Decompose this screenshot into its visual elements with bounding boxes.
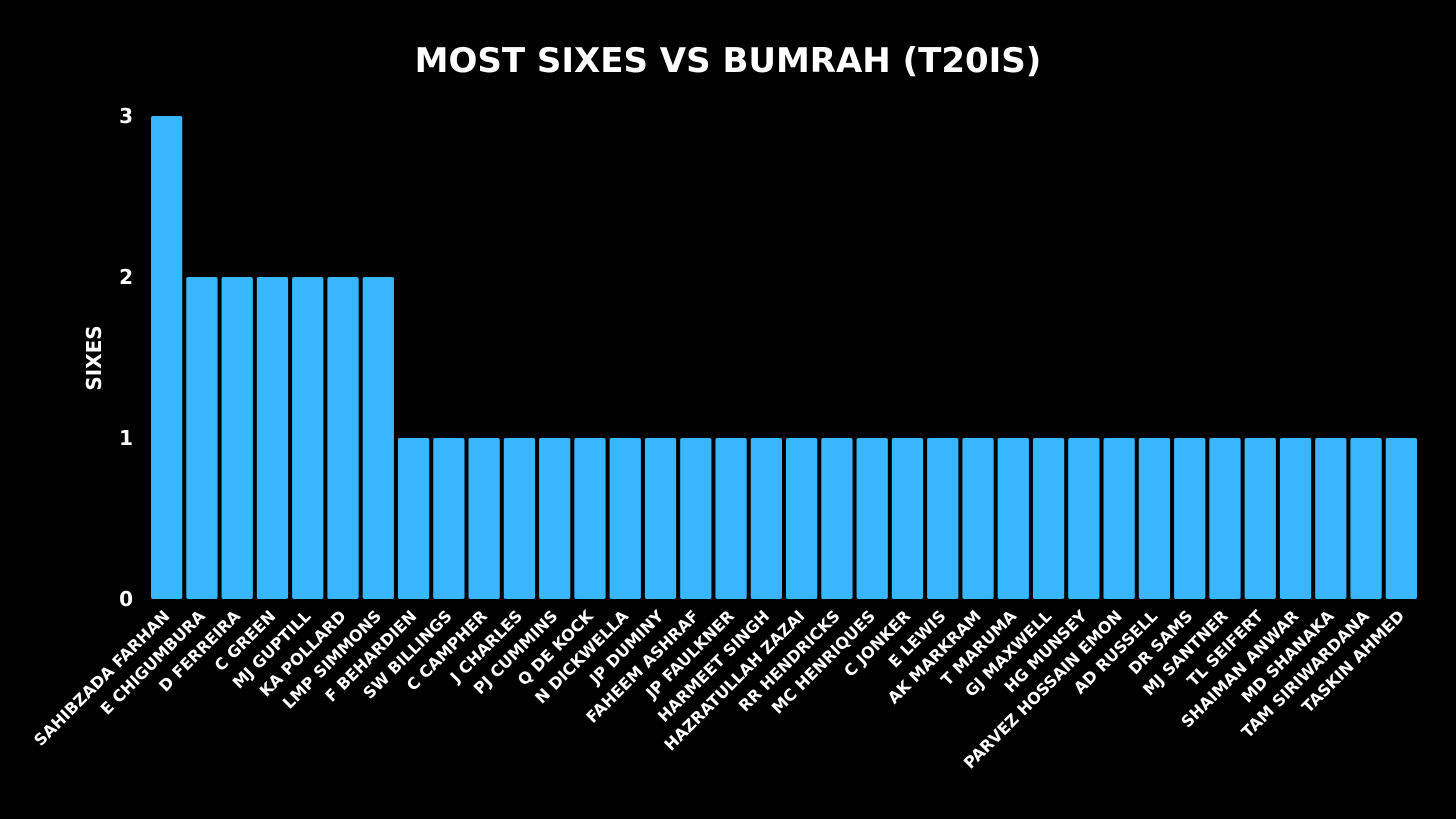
bar	[186, 277, 218, 599]
bar	[221, 277, 253, 599]
bar	[1174, 438, 1206, 599]
bar	[1068, 438, 1100, 599]
bar	[962, 438, 994, 599]
bar	[927, 438, 959, 599]
bar	[609, 438, 641, 599]
y-tick-label: 1	[119, 426, 133, 450]
bars	[151, 116, 1417, 599]
bar	[821, 438, 853, 599]
bar	[997, 438, 1029, 599]
chart-title: MOST SIXES VS BUMRAH (T20IS)	[415, 41, 1042, 81]
bar	[1315, 438, 1347, 599]
bar	[574, 438, 606, 599]
bar	[362, 277, 394, 599]
bar	[715, 438, 747, 599]
bar	[468, 438, 500, 599]
bar	[256, 277, 289, 599]
bar	[327, 277, 359, 599]
bar	[1385, 438, 1417, 599]
bar	[1279, 438, 1312, 599]
y-axis-ticks: 0 1 2 3	[119, 104, 133, 611]
bar	[1103, 438, 1135, 599]
bar	[503, 438, 536, 599]
y-axis-label: SIXES	[82, 325, 106, 390]
bar	[786, 438, 818, 599]
bar	[151, 116, 183, 599]
bar	[397, 438, 430, 599]
bar	[1209, 438, 1241, 599]
bar	[856, 438, 888, 599]
bar	[292, 277, 324, 599]
bar	[1032, 438, 1065, 599]
x-tick-label: SAHIBZADA FARHAN	[30, 606, 173, 749]
y-tick-label: 2	[119, 265, 133, 289]
bar	[1138, 438, 1171, 599]
bar	[891, 438, 924, 599]
bar	[644, 438, 677, 599]
y-tick-label: 3	[119, 104, 133, 128]
bar	[539, 438, 571, 599]
bar	[680, 438, 712, 599]
bar	[433, 438, 465, 599]
bar	[1244, 438, 1276, 599]
bar	[750, 438, 782, 599]
bar	[1350, 438, 1382, 599]
y-tick-label: 0	[119, 587, 133, 611]
